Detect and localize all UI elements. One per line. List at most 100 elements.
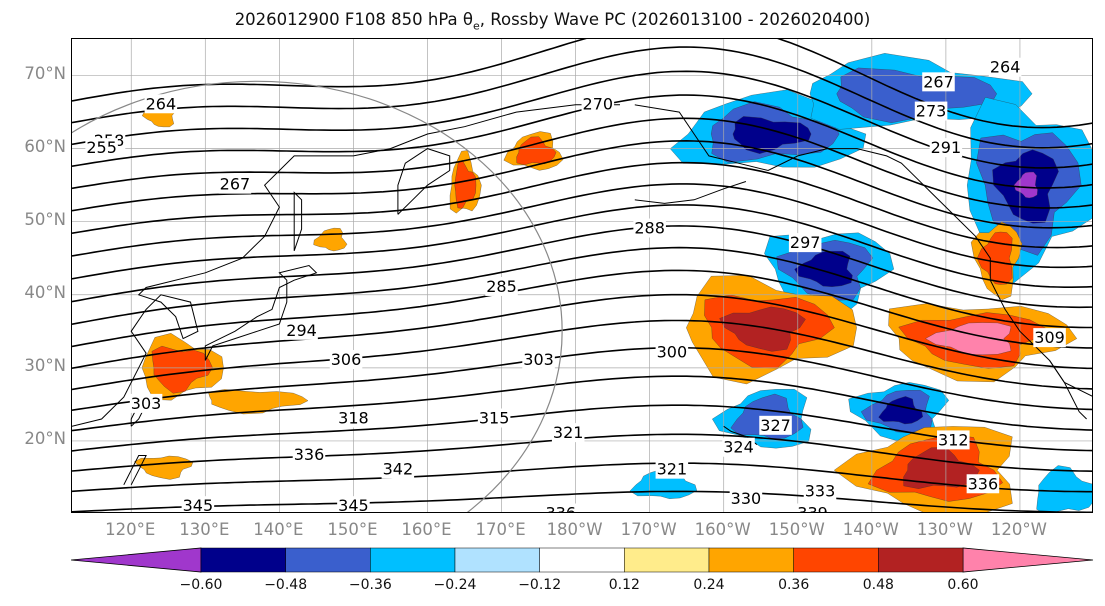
anomaly-neg-subtrop-1 — [878, 396, 923, 425]
theta-e-contour — [72, 404, 1092, 452]
contour-label: 345 — [183, 496, 214, 513]
contour-label-bg — [477, 408, 511, 428]
colorbar-segment — [454, 547, 540, 573]
contour-label-bg — [329, 350, 363, 370]
theta-e-contour — [72, 319, 1092, 391]
contour-label-bg — [759, 415, 792, 435]
coastline — [72, 104, 620, 427]
theta-e-contour — [72, 490, 1092, 512]
colorbar-tick: 0.12 — [608, 577, 640, 593]
contour-label: 267 — [220, 175, 251, 194]
contour-label-bg — [929, 138, 963, 158]
contour-label: 324 — [723, 438, 754, 457]
theta-e-contour — [72, 117, 1092, 209]
anomaly-neg-gulf — [794, 251, 853, 287]
contour-label-bg — [655, 342, 689, 362]
theta-e-contour — [72, 161, 1092, 249]
contour-label-bg — [803, 481, 837, 501]
colorbar-segment — [878, 547, 964, 573]
title-pre: 2026012900 F108 850 hPa θ — [234, 10, 473, 29]
contour-label-bg — [544, 503, 578, 512]
contour-label-bg — [292, 445, 326, 465]
coastline — [293, 191, 303, 252]
anomaly-pos-pacific-jet — [719, 306, 806, 352]
contour-label-bg — [181, 496, 215, 512]
contour-label-bg — [381, 459, 415, 479]
contour-label-bg — [729, 488, 763, 508]
contour-label-bg — [551, 423, 585, 443]
anomaly-neg-east-coast — [1036, 465, 1092, 512]
contour-label: 327 — [760, 416, 791, 435]
lat-label: 70°N — [24, 63, 66, 83]
contour-label-bg — [655, 459, 689, 479]
lon-label: 130°E — [179, 520, 230, 539]
lon-label: 170°E — [475, 520, 526, 539]
contour-label: 273 — [916, 102, 947, 121]
colorbar-segment — [793, 547, 879, 573]
title-subscript: e — [473, 19, 480, 33]
contour-label-bg — [796, 503, 829, 512]
contour-label: 285 — [486, 277, 517, 296]
title-post: , Rossby Wave PC (2026013100 - 202602040… — [479, 10, 871, 29]
contour-label-bg — [988, 57, 1022, 77]
colorbar — [71, 547, 1094, 573]
theta-e-contour — [72, 375, 1092, 432]
contour-label: 264 — [990, 58, 1021, 77]
colorbar-tick: 0.36 — [778, 577, 810, 593]
lon-label: 150°W — [768, 520, 825, 539]
colorbar-tick: −0.36 — [348, 577, 392, 593]
colorbar-tick: −0.12 — [518, 577, 562, 593]
contour-label-bg — [788, 233, 822, 253]
map-panel: 2642582552672702672642732912882972852943… — [71, 38, 1093, 513]
contour-label-bg — [485, 276, 518, 296]
lon-label: 120°W — [990, 520, 1047, 539]
colorbar-tick: 0.48 — [862, 577, 894, 593]
lat-label: 40°N — [24, 282, 66, 302]
contour-label: 336 — [968, 474, 999, 493]
contour-label-bg — [144, 94, 178, 114]
coastlines — [72, 104, 1092, 486]
contour-label: 288 — [634, 219, 665, 238]
contour-label-bg — [218, 174, 252, 194]
contour-label: 333 — [805, 482, 836, 501]
lon-label: 150°E — [327, 520, 378, 539]
contour-label-bg — [285, 320, 318, 340]
coastline — [634, 104, 1092, 397]
coastline — [1049, 360, 1087, 420]
lat-label: 50°N — [24, 209, 66, 229]
contour-label: 297 — [790, 233, 821, 252]
contour-labels: 2642582552672702672642732912882972852943… — [85, 57, 1066, 514]
contour-label: 267 — [923, 72, 954, 91]
anomaly-pos-west-jet — [208, 389, 309, 415]
theta-e-contour — [72, 246, 1092, 329]
contour-label-bg — [633, 218, 666, 238]
colorbar-tick: 0.24 — [693, 577, 725, 593]
theta-e-contour — [72, 46, 1092, 149]
contour-label: 303 — [131, 394, 162, 413]
colorbar-tick: 0.60 — [947, 577, 979, 593]
anomaly-pos-kuril — [313, 227, 348, 252]
contour-label: 312 — [938, 430, 969, 449]
lon-label: 140°E — [253, 520, 304, 539]
contour-label-bg — [1033, 328, 1066, 348]
contour-label: 342 — [383, 460, 414, 479]
theta-e-contour — [72, 183, 1092, 269]
contour-label-bg — [129, 393, 163, 413]
contour-label-bg — [337, 496, 370, 512]
reference-circle — [72, 80, 563, 512]
lon-label: 170°W — [620, 520, 677, 539]
colorbar-segment — [285, 547, 371, 573]
contour-label-bg — [85, 138, 118, 158]
contour-label: 345 — [338, 496, 369, 513]
contour-label-bg — [522, 350, 555, 370]
colorbar-tick: −0.48 — [264, 577, 308, 593]
contour-label: 321 — [657, 460, 688, 479]
contour-label: 255 — [86, 138, 117, 157]
theta-e-contour — [72, 70, 1092, 169]
contour-label-bg — [922, 72, 955, 92]
lat-label: 30°N — [24, 355, 66, 375]
contour-label-bg — [581, 94, 615, 114]
coastline — [397, 148, 451, 215]
colorbar-segment — [539, 547, 625, 573]
contour-label: 336 — [546, 504, 577, 514]
